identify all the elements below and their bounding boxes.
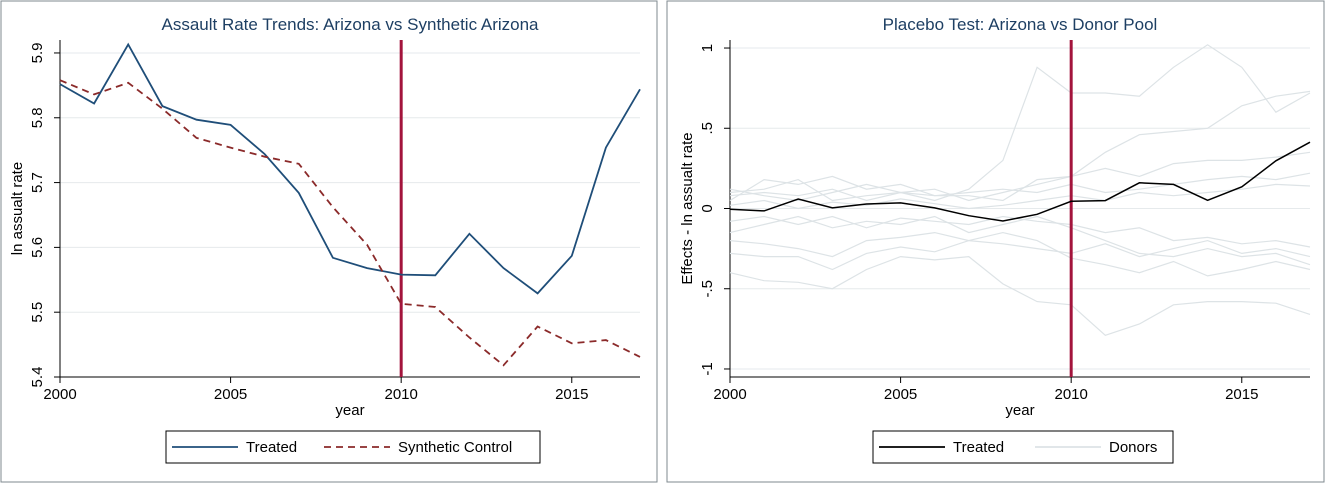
y-tick-label: 0 [699, 204, 716, 212]
legend-label: Treated [246, 439, 297, 456]
y-tick-label: 5.7 [29, 172, 46, 193]
synthetic-control-line [59, 79, 641, 367]
y-tick-label: 1 [699, 44, 716, 52]
x-tick-label: 2005 [214, 386, 247, 403]
legend: Treated Donors [872, 430, 1174, 464]
legend: Treated Synthetic Control [165, 430, 541, 464]
donor-series-line [729, 90, 1311, 202]
y-tick-label: 5.5 [29, 302, 46, 323]
y-tick-label: -.5 [699, 280, 716, 298]
donor-series-line [729, 231, 1311, 277]
x-tick-label: 2015 [1225, 386, 1258, 403]
chart-panel-placebo-test: Placebo Test: Arizona vs Donor Pool -1 -.5… [666, 0, 1325, 483]
panel-frame [666, 0, 1325, 483]
x-axis-label: year [335, 402, 364, 419]
y-tick-label: 5.9 [29, 43, 46, 64]
y-tick-label: .5 [699, 122, 716, 135]
treated-line [59, 42, 641, 295]
x-tick-label: 2000 [43, 386, 76, 403]
y-tick-label: 5.8 [29, 107, 46, 128]
donor-series-line [729, 215, 1311, 266]
treated-line [729, 141, 1311, 222]
donor-series-line [729, 172, 1311, 202]
y-tick-label: 5.6 [29, 237, 46, 258]
donor-series-line [729, 44, 1311, 202]
chart-title: Placebo Test: Arizona vs Donor Pool [883, 15, 1158, 34]
chart-panel-assault-trends: Assault Rate Trends: Arizona vs Syntheti… [0, 0, 658, 483]
y-tick-label: -1 [699, 362, 716, 375]
donor-series-line [729, 151, 1311, 202]
y-axis-label: Effects - ln assualt rate [679, 132, 696, 284]
legend-label: Treated [953, 439, 1004, 456]
donor-series-line [729, 215, 1311, 248]
donor-series-line [729, 183, 1311, 210]
y-tick-label: 5.4 [29, 367, 46, 388]
x-axis-label: year [1005, 402, 1034, 419]
legend-label: Donors [1109, 439, 1157, 456]
x-tick-label: 2010 [1054, 386, 1087, 403]
x-tick-label: 2015 [555, 386, 588, 403]
legend-label: Synthetic Control [398, 439, 512, 456]
x-tick-label: 2010 [384, 386, 417, 403]
chart-title: Assault Rate Trends: Arizona vs Syntheti… [161, 15, 539, 34]
y-axis-label: ln assualt rate [9, 162, 26, 255]
x-tick-label: 2005 [884, 386, 917, 403]
panel-frame [0, 0, 658, 483]
x-tick-label: 2000 [713, 386, 746, 403]
donor-series-line [729, 255, 1311, 336]
donor-series-line [729, 231, 1311, 258]
